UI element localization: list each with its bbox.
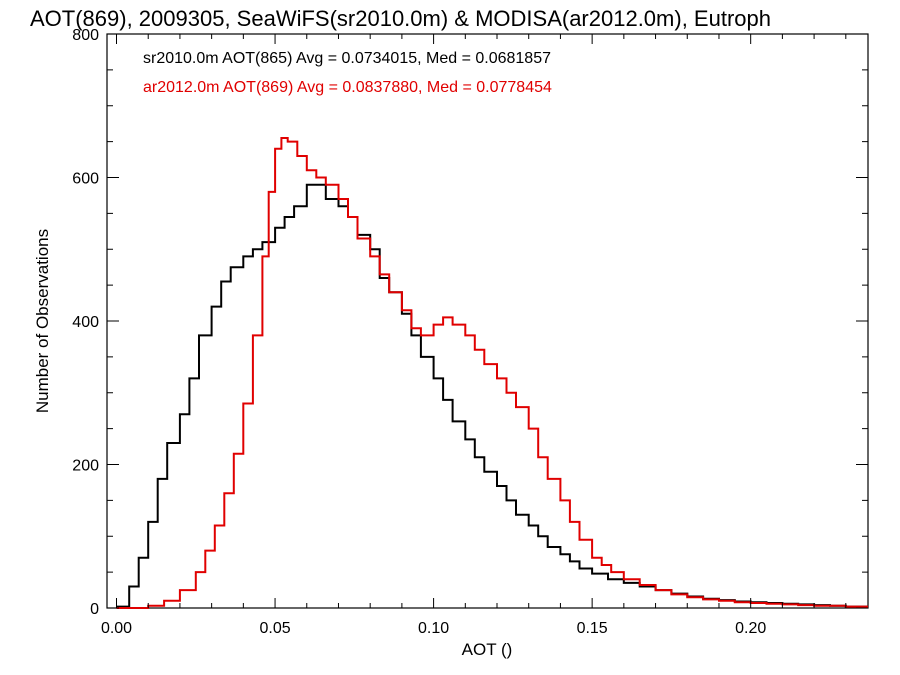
legend: sr2010.0m AOT(865) Avg = 0.0734015, Med … — [143, 50, 552, 96]
y-tick-label: 800 — [72, 27, 99, 44]
series-layer — [116, 137, 868, 609]
legend-entry-ar2012: ar2012.0m AOT(869) Avg = 0.0837880, Med … — [143, 79, 552, 96]
x-tick-label: 0.00 — [101, 620, 132, 637]
y-axis-label: Number of Observations — [33, 229, 52, 413]
y-axis-ticks: 0 200 400 600 800 — [72, 27, 868, 618]
x-tick-label: 0.10 — [418, 620, 449, 637]
plot-area: 0.00 0.05 0.10 0.15 0.20 0 200 400 600 800 — [72, 27, 869, 637]
legend-entry-sr2010: sr2010.0m AOT(865) Avg = 0.0734015, Med … — [143, 50, 551, 67]
y-tick-label: 0 — [90, 601, 99, 618]
series-line-sr2010 — [116, 183, 868, 608]
plot-frame — [106, 33, 869, 609]
x-axis-ticks: 0.00 0.05 0.10 0.15 0.20 — [101, 34, 847, 637]
x-tick-label: 0.15 — [577, 620, 608, 637]
x-tick-label: 0.05 — [259, 620, 290, 637]
x-tick-label: 0.20 — [735, 620, 766, 637]
chart-title: AOT(869), 2009305, SeaWiFS(sr2010.0m) & … — [30, 6, 771, 31]
y-tick-label: 200 — [72, 458, 99, 475]
series-line-ar2012 — [116, 137, 868, 609]
x-axis-label: AOT () — [462, 640, 513, 659]
y-tick-label: 600 — [72, 171, 99, 188]
y-tick-label: 400 — [72, 314, 99, 331]
